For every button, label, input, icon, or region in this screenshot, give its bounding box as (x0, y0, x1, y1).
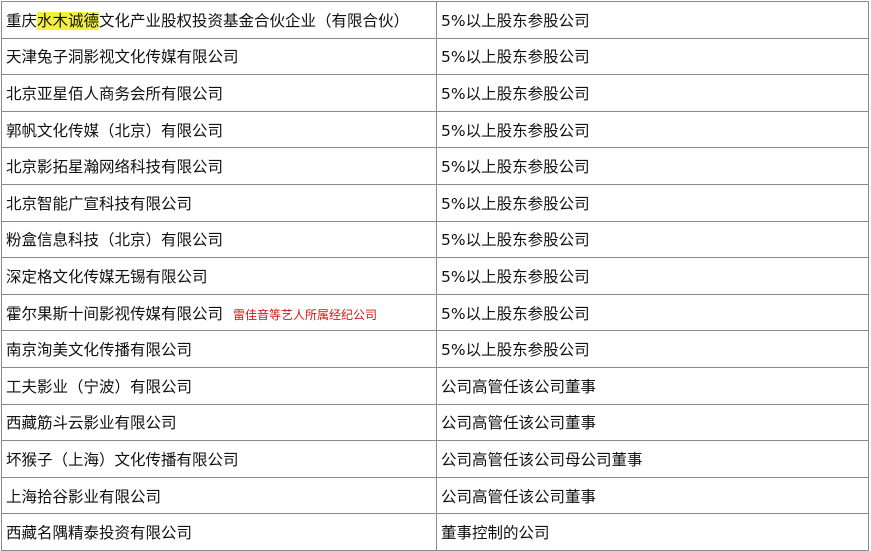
company-name: 工夫影业（宁波）有限公司 (6, 377, 193, 396)
relation-cell: 董事控制的公司 (436, 513, 869, 551)
company-name-cell: 上海拾谷影业有限公司 (1, 476, 437, 515)
table-row: 郭帆文化传媒（北京）有限公司 5%以上股东参股公司 (1, 110, 869, 149)
company-name: 粉盒信息科技（北京）有限公司 (6, 231, 224, 250)
company-name: 北京亚星佰人商务会所有限公司 (6, 84, 224, 103)
relation-cell: 公司高管任该公司董事 (436, 403, 869, 442)
relation-cell: 5%以上股东参股公司 (436, 1, 869, 39)
company-name-cell: 粉盒信息科技（北京）有限公司 (1, 220, 437, 259)
table-row: 工夫影业（宁波）有限公司 公司高管任该公司董事 (1, 366, 869, 405)
company-name-cell: 霍尔果斯十间影视传媒有限公司 雷佳音等艺人所属经纪公司 (1, 293, 437, 332)
company-name-cell: 天津兔子洞影视文化传媒有限公司 (1, 37, 437, 76)
company-name-cell: 西藏筋斗云影业有限公司 (1, 403, 437, 442)
company-name: 北京影拓星瀚网络科技有限公司 (6, 158, 224, 177)
company-name: 南京洵美文化传播有限公司 (6, 341, 193, 360)
company-name: 重庆 (6, 11, 38, 30)
company-name: 天津兔子洞影视文化传媒有限公司 (6, 48, 239, 67)
relation-cell: 5%以上股东参股公司 (436, 183, 869, 222)
table-row: 坏猴子（上海）文化传播有限公司 公司高管任该公司母公司董事 (1, 440, 869, 478)
table-row: 西藏筋斗云影业有限公司 公司高管任该公司董事 (1, 403, 869, 442)
company-name-cell: 工夫影业（宁波）有限公司 (1, 366, 437, 405)
relation-cell: 5%以上股东参股公司 (436, 220, 869, 259)
table-row: 西藏名隅精泰投资有限公司 董事控制的公司 (1, 513, 869, 551)
relation-cell: 5%以上股东参股公司 (436, 147, 869, 185)
table-row: 深定格文化传媒无锡有限公司 5%以上股东参股公司 (1, 257, 869, 295)
company-name: 郭帆文化传媒（北京）有限公司 (6, 121, 224, 140)
company-name-rest: 文化产业股权投资基金合伙企业（有限合伙） (99, 11, 410, 30)
highlighted-text: 水木诚德 (37, 11, 100, 30)
relation-cell: 5%以上股东参股公司 (436, 257, 869, 295)
company-name: 西藏筋斗云影业有限公司 (6, 414, 177, 433)
company-name: 西藏名隅精泰投资有限公司 (6, 524, 193, 543)
relation-cell: 5%以上股东参股公司 (436, 330, 869, 368)
company-name-cell: 北京影拓星瀚网络科技有限公司 (1, 147, 437, 185)
table-row: 重庆水木诚德文化产业股权投资基金合伙企业（有限合伙） 5%以上股东参股公司 (1, 1, 869, 39)
company-name: 霍尔果斯十间影视传媒有限公司 (6, 304, 224, 323)
table-row: 粉盒信息科技（北京）有限公司 5%以上股东参股公司 (1, 220, 869, 259)
table-row: 上海拾谷影业有限公司 公司高管任该公司董事 (1, 476, 869, 515)
company-name: 深定格文化传媒无锡有限公司 (6, 267, 208, 286)
table-row: 北京影拓星瀚网络科技有限公司 5%以上股东参股公司 (1, 147, 869, 185)
company-name: 上海拾谷影业有限公司 (6, 487, 162, 506)
company-name-cell: 西藏名隅精泰投资有限公司 (1, 513, 437, 551)
company-name-cell: 北京亚星佰人商务会所有限公司 (1, 74, 437, 112)
relation-cell: 5%以上股东参股公司 (436, 74, 869, 112)
relation-cell: 5%以上股东参股公司 (436, 37, 869, 76)
annotation-note: 雷佳音等艺人所属经纪公司 (233, 307, 378, 322)
company-name-cell: 北京智能广宣科技有限公司 (1, 183, 437, 222)
relation-cell: 5%以上股东参股公司 (436, 110, 869, 149)
relation-cell: 公司高管任该公司董事 (436, 476, 869, 515)
company-name: 坏猴子（上海）文化传播有限公司 (6, 450, 239, 469)
company-name-cell: 坏猴子（上海）文化传播有限公司 (1, 440, 437, 478)
table-row: 北京亚星佰人商务会所有限公司 5%以上股东参股公司 (1, 74, 869, 112)
table-row: 霍尔果斯十间影视传媒有限公司 雷佳音等艺人所属经纪公司 5%以上股东参股公司 (1, 293, 869, 332)
table-row: 天津兔子洞影视文化传媒有限公司 5%以上股东参股公司 (1, 37, 869, 76)
company-name-cell: 深定格文化传媒无锡有限公司 (1, 257, 437, 295)
relation-cell: 公司高管任该公司董事 (436, 366, 869, 405)
relation-cell: 公司高管任该公司母公司董事 (436, 440, 869, 478)
company-name: 北京智能广宣科技有限公司 (6, 194, 193, 213)
relation-cell: 5%以上股东参股公司 (436, 293, 869, 332)
company-name-cell: 重庆水木诚德文化产业股权投资基金合伙企业（有限合伙） (1, 1, 437, 39)
company-name-cell: 南京洵美文化传播有限公司 (1, 330, 437, 368)
table-row: 南京洵美文化传播有限公司 5%以上股东参股公司 (1, 330, 869, 368)
company-name-cell: 郭帆文化传媒（北京）有限公司 (1, 110, 437, 149)
table-row: 北京智能广宣科技有限公司 5%以上股东参股公司 (1, 183, 869, 222)
